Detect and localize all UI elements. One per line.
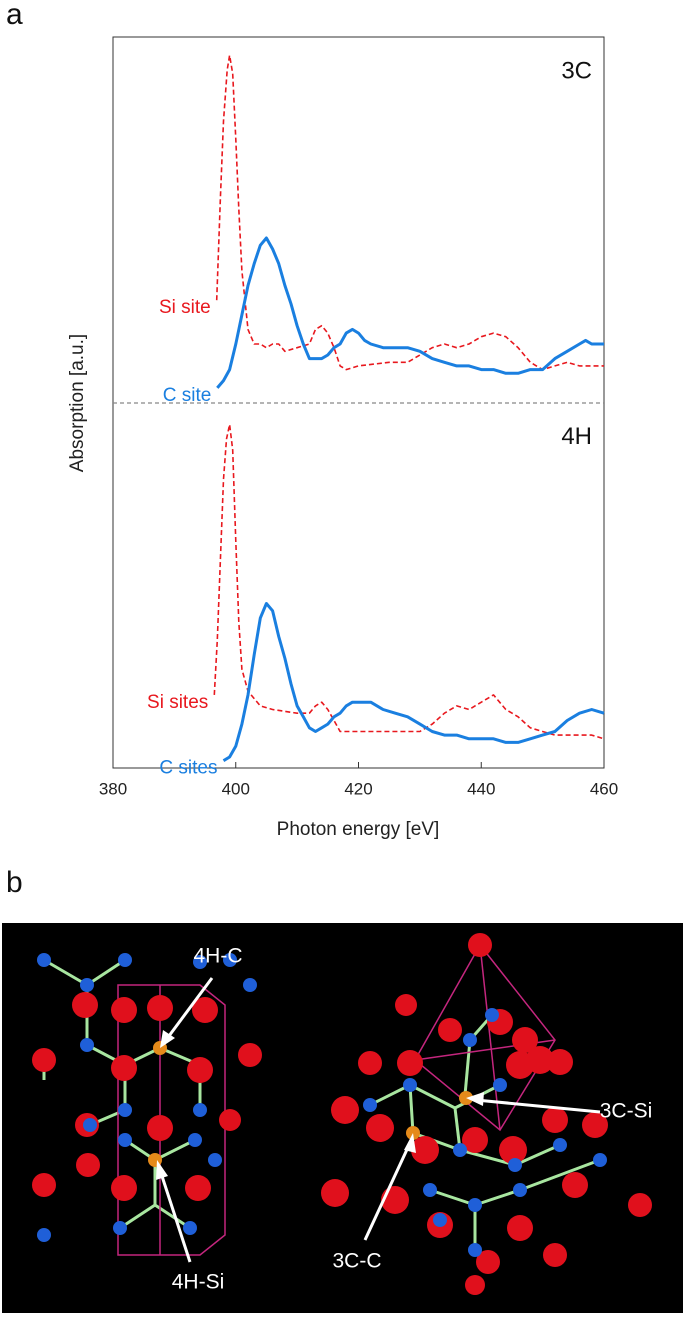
series-line xyxy=(222,602,605,762)
structure-label: 3C-Si xyxy=(600,1100,653,1123)
series-line xyxy=(213,423,605,740)
plot: 380 400 420 440 460 3C Si site C site 4H Si sites… xyxy=(99,54,618,798)
series-label: C site xyxy=(163,385,212,406)
c-atoms xyxy=(37,953,607,1257)
x-tick-label: 380 xyxy=(99,779,127,798)
x-tick-label: 400 xyxy=(222,779,250,798)
structure-label: 4H-Si xyxy=(172,1271,225,1294)
crystal-structure xyxy=(32,933,652,1295)
series-label: Si sites xyxy=(147,692,208,713)
panel-label: a xyxy=(6,0,23,31)
panel-title: 4H xyxy=(561,423,592,450)
series-label: C sites xyxy=(159,758,217,779)
unit-cells xyxy=(117,943,556,1256)
y-axis-label: Absorption [a.u.] xyxy=(67,334,88,472)
x-tick-label: 460 xyxy=(590,779,618,798)
series-label: Si site xyxy=(159,297,211,318)
x-tick-label: 440 xyxy=(467,779,495,798)
series-line xyxy=(216,236,604,389)
panel-label: b xyxy=(6,866,23,899)
series-line xyxy=(215,54,604,371)
panel-title: 3C xyxy=(561,57,592,84)
structure-label: 4H-C xyxy=(193,945,242,968)
arrows xyxy=(156,977,601,1263)
structure-label: 3C-C xyxy=(332,1250,381,1273)
x-axis-label: Photon energy [eV] xyxy=(277,819,440,840)
x-tick-label: 420 xyxy=(344,779,372,798)
